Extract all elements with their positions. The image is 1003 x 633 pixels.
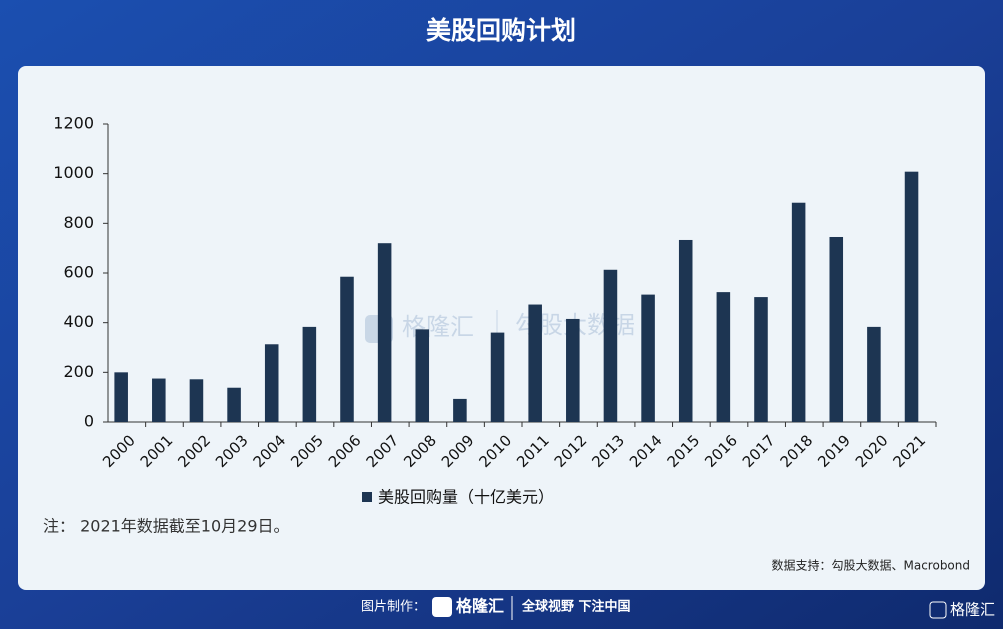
bar (302, 326, 317, 422)
y-tick-label: 400 (63, 312, 94, 331)
y-tick-label: 1200 (53, 114, 94, 133)
bar (678, 239, 693, 422)
legend-label: 美股回购量（十亿美元） (378, 488, 554, 507)
bar (189, 379, 204, 422)
bar (377, 243, 392, 422)
bar (114, 372, 128, 422)
source: 数据支持：勾股大数据、Macrobond (772, 558, 971, 573)
corner-logo (929, 601, 947, 619)
y-tick-label: 800 (63, 213, 94, 232)
bar (415, 329, 430, 422)
y-tick-label: 600 (63, 263, 94, 282)
chart: 0200400600800100012002000200120022003200… (53, 114, 937, 507)
bar (867, 326, 881, 422)
bar (791, 202, 806, 422)
footer-label: 图片制作： (361, 600, 426, 615)
bar (566, 318, 580, 422)
footer-slogan: 全球视野 下注中国 (521, 599, 631, 615)
watermark-brand: 格隆汇 (402, 313, 474, 341)
title: 美股回购计划 (426, 16, 576, 45)
y-tick-label: 0 (84, 412, 94, 431)
legend-swatch (362, 492, 372, 502)
bar (603, 269, 618, 422)
footer-logo (432, 597, 452, 617)
bar (754, 297, 768, 422)
note: 注： 2021年数据截至10月29日。 (43, 517, 290, 536)
y-tick-label: 200 (63, 362, 94, 381)
bar (490, 332, 505, 422)
bar (264, 344, 279, 422)
bar (641, 294, 655, 422)
bar (716, 292, 731, 422)
bar (453, 398, 467, 422)
corner-brand: 格隆汇 (950, 601, 995, 619)
footer-brand: 格隆汇 (456, 597, 504, 616)
bar (904, 171, 919, 422)
y-tick-label: 1000 (53, 163, 94, 182)
bar (528, 304, 542, 422)
panel (18, 66, 985, 590)
bar (829, 236, 844, 422)
bar (340, 276, 354, 422)
bar (227, 387, 241, 422)
bar (152, 378, 166, 422)
